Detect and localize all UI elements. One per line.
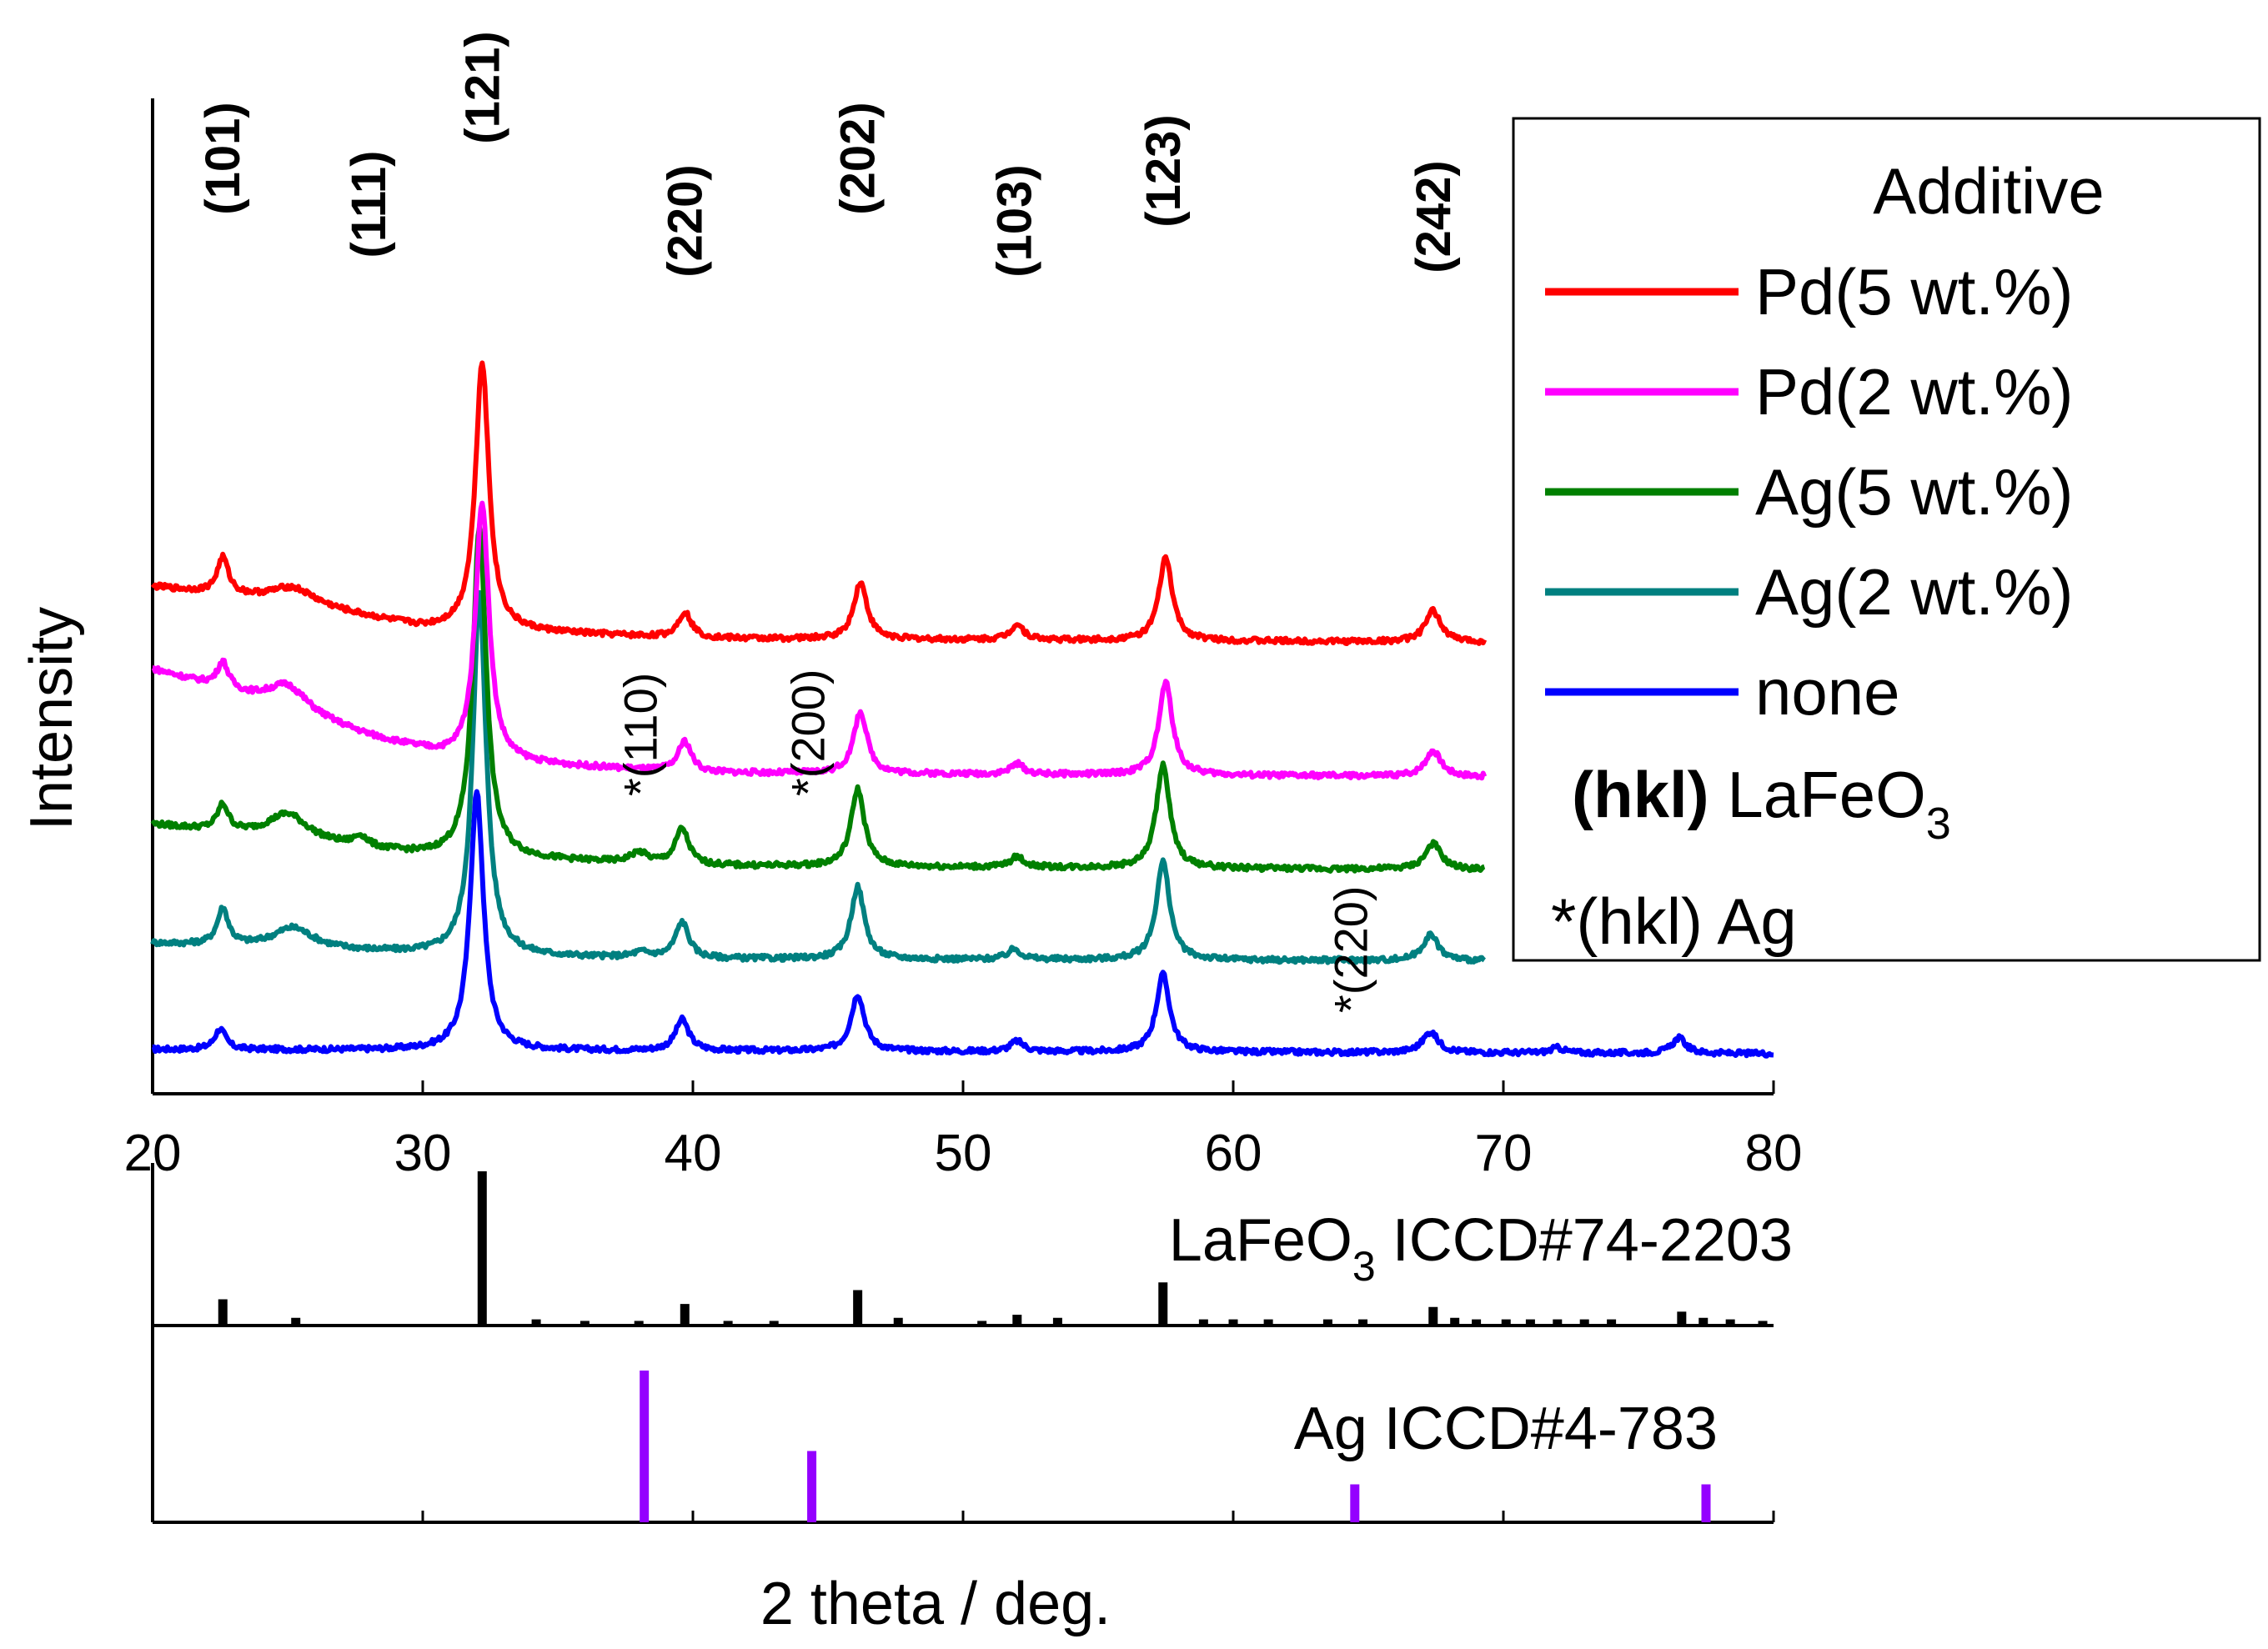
- ref2-x-ticks: [151, 1511, 1775, 1522]
- ag-reference-label: Ag ICCD#4-783: [1294, 1396, 1718, 1462]
- x-tick-label: 60: [1205, 1125, 1262, 1182]
- hkl-label: (242): [1407, 160, 1461, 273]
- ag-hkl-label: *(220): [1325, 885, 1377, 1013]
- legend-label: none: [1755, 655, 1900, 729]
- y-axis-title: Intensity: [18, 607, 85, 830]
- legend-ag-note: *(hkl) Ag: [1551, 885, 1797, 958]
- series-layer: [150, 360, 1775, 1059]
- lafeo3-reference-sticks: [218, 1171, 1768, 1326]
- hkl-label: (121): [455, 31, 509, 143]
- x-tick-labels: 20 30 40 50 60 70 80: [124, 1125, 1803, 1182]
- legend-title: Additive: [1873, 154, 2105, 228]
- hkl-label: (202): [831, 102, 886, 214]
- hkl-label: (220): [658, 164, 712, 277]
- legend-label: Ag(2 wt.%): [1755, 555, 2073, 629]
- x-tick-label: 70: [1475, 1125, 1533, 1182]
- legend-entries: Pd(5 wt.%) Pd(2 wt.%) Ag(5 wt.%) Ag(2 wt.%)…: [1545, 255, 2073, 729]
- series-line: [151, 789, 1775, 1059]
- x-tick-label: 80: [1745, 1125, 1803, 1182]
- lafeo3-hkl-labels: (101) (111) (121) (220) (202) (103) (123) (242): [196, 31, 1461, 277]
- ag-hkl-labels: *(110) *(200) *(220): [614, 669, 1377, 1013]
- series-line: [150, 524, 1486, 874]
- series-line: [150, 589, 1486, 965]
- legend-hkl-note: (hkl) LaFeO3: [1572, 758, 1951, 849]
- hkl-label: (123): [1137, 114, 1191, 227]
- legend-label: Pd(5 wt.%): [1755, 255, 2073, 328]
- hkl-label: (111): [342, 151, 396, 258]
- hkl-label: (103): [988, 164, 1042, 277]
- legend-label: Ag(5 wt.%): [1755, 455, 2073, 529]
- x-tick-label: 50: [935, 1125, 992, 1182]
- ag-reference-sticks: [640, 1371, 1711, 1522]
- ag-hkl-label: *(110): [614, 673, 666, 796]
- lafeo3-reference-label: LaFeO3 ICCD#74-2203: [1169, 1207, 1793, 1290]
- series-line: [151, 500, 1488, 781]
- x-tick-label: 30: [394, 1125, 452, 1182]
- hkl-label: (101): [196, 102, 250, 214]
- x-axis-title: 2 theta / deg.: [760, 1571, 1111, 1637]
- legend-label: Pd(2 wt.%): [1755, 355, 2073, 429]
- legend-frame: [1512, 117, 2261, 962]
- x-tick-label: 40: [665, 1125, 722, 1182]
- ag-hkl-label: *(200): [781, 669, 834, 796]
- main-x-ticks: [151, 1080, 1775, 1094]
- series-line: [150, 360, 1488, 646]
- legend: Additive Pd(5 wt.%) Pd(2 wt.%) Ag(5 wt.%) A…: [1512, 117, 2261, 962]
